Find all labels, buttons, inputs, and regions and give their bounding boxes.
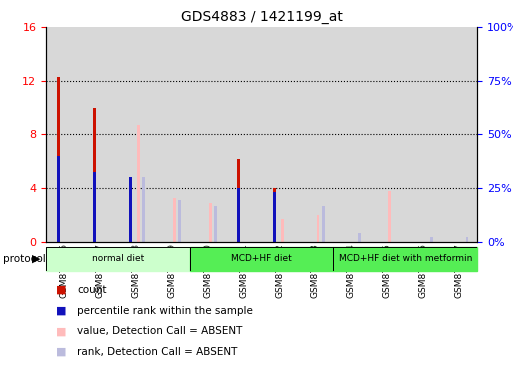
Bar — [273, 192, 275, 242]
Bar — [237, 188, 240, 242]
Bar — [273, 188, 275, 242]
Bar — [118, 27, 154, 242]
Bar — [154, 27, 190, 242]
Text: MCD+HF diet: MCD+HF diet — [231, 254, 292, 263]
Bar — [281, 219, 284, 242]
Text: protocol: protocol — [3, 254, 45, 264]
Text: ■: ■ — [56, 347, 67, 357]
Text: ▶: ▶ — [32, 254, 41, 264]
Bar — [322, 206, 325, 242]
Text: MCD+HF diet with metformin: MCD+HF diet with metformin — [339, 254, 472, 263]
Bar — [93, 172, 96, 242]
Bar — [137, 125, 140, 242]
Bar — [369, 27, 405, 242]
Bar — [173, 198, 176, 242]
Bar — [317, 215, 320, 242]
Bar — [405, 27, 441, 242]
Title: GDS4883 / 1421199_at: GDS4883 / 1421199_at — [181, 10, 343, 25]
Bar — [226, 27, 262, 242]
Bar — [46, 247, 190, 271]
Text: percentile rank within the sample: percentile rank within the sample — [77, 306, 253, 316]
Text: rank, Detection Call = ABSENT: rank, Detection Call = ABSENT — [77, 347, 238, 357]
Bar — [93, 108, 96, 242]
Bar — [179, 200, 181, 242]
Bar — [430, 237, 432, 242]
Bar — [209, 203, 212, 242]
Text: value, Detection Call = ABSENT: value, Detection Call = ABSENT — [77, 326, 242, 336]
Text: count: count — [77, 285, 107, 295]
Text: ■: ■ — [56, 326, 67, 336]
Bar — [143, 177, 145, 242]
Bar — [82, 27, 118, 242]
Bar — [388, 191, 391, 242]
Bar — [441, 27, 477, 242]
Bar — [333, 27, 369, 242]
Text: normal diet: normal diet — [92, 254, 144, 263]
Bar — [358, 233, 361, 242]
Bar — [190, 27, 226, 242]
Bar — [57, 156, 60, 242]
Bar — [129, 177, 132, 242]
Text: ■: ■ — [56, 306, 67, 316]
Bar — [46, 27, 82, 242]
Bar — [333, 247, 477, 271]
Bar — [466, 237, 468, 242]
Text: ■: ■ — [56, 285, 67, 295]
Bar — [57, 77, 60, 242]
Bar — [298, 27, 333, 242]
Bar — [262, 27, 298, 242]
Bar — [190, 247, 333, 271]
Bar — [237, 159, 240, 242]
Bar — [214, 206, 217, 242]
